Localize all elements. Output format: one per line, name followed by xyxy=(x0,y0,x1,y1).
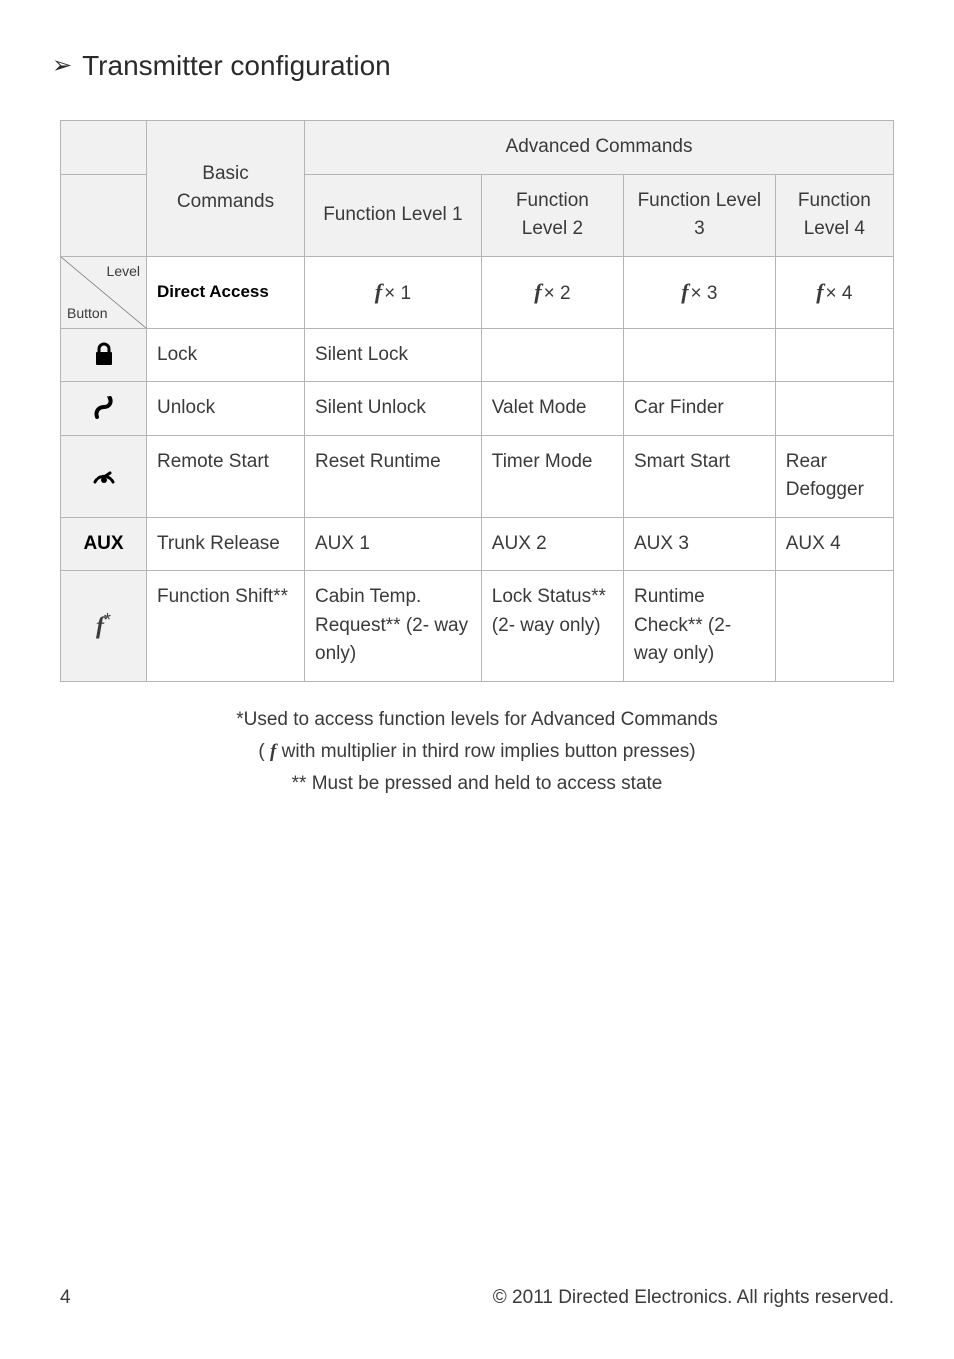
unlock-icon xyxy=(92,395,116,421)
mult-4: f× 4 xyxy=(775,256,893,328)
level3-header: Function Level 3 xyxy=(624,174,776,256)
cell xyxy=(624,328,776,382)
table-row: Unlock Silent Unlock Valet Mode Car Find… xyxy=(61,382,894,436)
diagonal-cell: Level Button xyxy=(61,256,147,328)
cell: Cabin Temp. Request** (2- way only) xyxy=(305,571,482,682)
cell: Function Shift** xyxy=(147,571,305,682)
footnote-2: ( f with multiplier in third row implies… xyxy=(60,736,894,768)
table-row: AUX Trunk Release AUX 1 AUX 2 AUX 3 AUX … xyxy=(61,517,894,571)
cell: Lock Status** (2- way only) xyxy=(481,571,623,682)
cell: Valet Mode xyxy=(481,382,623,436)
corner-blank xyxy=(61,121,147,175)
footnote-3: ** Must be pressed and held to access st… xyxy=(60,768,894,800)
config-table: Basic Commands Advanced Commands Functio… xyxy=(60,120,894,682)
direct-access-label: Direct Access xyxy=(147,256,305,328)
cell: AUX 4 xyxy=(775,517,893,571)
cell: Trunk Release xyxy=(147,517,305,571)
heading-text: Transmitter configuration xyxy=(82,50,391,82)
cell: AUX 2 xyxy=(481,517,623,571)
cell: Smart Start xyxy=(624,435,776,517)
table-row: Lock Silent Lock xyxy=(61,328,894,382)
lock-icon xyxy=(93,342,115,366)
blank-sub xyxy=(61,174,147,256)
section-heading: ➢ Transmitter configuration xyxy=(52,50,894,82)
level1-header: Function Level 1 xyxy=(305,174,482,256)
lock-icon-cell xyxy=(61,328,147,382)
cell: Reset Runtime xyxy=(305,435,482,517)
copyright: © 2011 Directed Electronics. All rights … xyxy=(493,1287,894,1309)
cell: Timer Mode xyxy=(481,435,623,517)
mult-1: f× 1 xyxy=(305,256,482,328)
function-icon: f xyxy=(96,613,104,639)
advanced-header: Advanced Commands xyxy=(305,121,894,175)
page-footer: 4 © 2011 Directed Electronics. All right… xyxy=(60,1287,894,1309)
cell xyxy=(481,328,623,382)
cell: AUX 3 xyxy=(624,517,776,571)
cell: Runtime Check** (2- way only) xyxy=(624,571,776,682)
level4-header: Function Level 4 xyxy=(775,174,893,256)
diag-top-label: Level xyxy=(107,261,140,282)
function-icon-cell: f* xyxy=(61,571,147,682)
table-row: Remote Start Reset Runtime Timer Mode Sm… xyxy=(61,435,894,517)
table-row: f* Function Shift** Cabin Temp. Request*… xyxy=(61,571,894,682)
aux-icon-cell: AUX xyxy=(61,517,147,571)
cell: Rear Defogger xyxy=(775,435,893,517)
aux-icon: AUX xyxy=(83,533,123,554)
cell: Silent Lock xyxy=(305,328,482,382)
cell xyxy=(775,328,893,382)
level2-header: Function Level 2 xyxy=(481,174,623,256)
cell: Car Finder xyxy=(624,382,776,436)
mult-3: f× 3 xyxy=(624,256,776,328)
remote-start-icon xyxy=(91,464,117,488)
cell xyxy=(775,382,893,436)
cell: Unlock xyxy=(147,382,305,436)
unlock-icon-cell xyxy=(61,382,147,436)
page-number: 4 xyxy=(60,1287,71,1309)
cell: Lock xyxy=(147,328,305,382)
remote-start-icon-cell xyxy=(61,435,147,517)
cell: Silent Unlock xyxy=(305,382,482,436)
mult-2: f× 2 xyxy=(481,256,623,328)
footnote-1: *Used to access function levels for Adva… xyxy=(60,704,894,736)
cell xyxy=(775,571,893,682)
cell: AUX 1 xyxy=(305,517,482,571)
basic-header: Basic Commands xyxy=(147,121,305,257)
arrow-icon: ➢ xyxy=(52,54,72,78)
diag-bottom-label: Button xyxy=(67,303,107,324)
footnotes: *Used to access function levels for Adva… xyxy=(60,704,894,801)
cell: Remote Start xyxy=(147,435,305,517)
